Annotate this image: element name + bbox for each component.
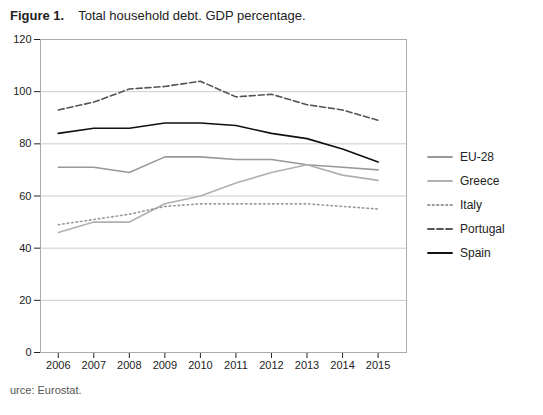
svg-text:80: 80 (19, 137, 31, 149)
svg-text:100: 100 (13, 85, 31, 97)
svg-text:120: 120 (13, 33, 31, 45)
svg-text:60: 60 (19, 190, 31, 202)
svg-text:20: 20 (19, 294, 31, 306)
html-text:Spain: Spain (460, 245, 491, 260)
svg-text:2015: 2015 (366, 359, 390, 371)
html-text:urce: Eurostat.: urce: Eurostat. (10, 384, 82, 396)
svg-text:2010: 2010 (188, 359, 212, 371)
svg-text:2009: 2009 (153, 359, 177, 371)
svg-text:2012: 2012 (259, 359, 283, 371)
svg-text:2007: 2007 (82, 359, 106, 371)
html-text:Italy: Italy (460, 197, 482, 212)
svg-text:2008: 2008 (117, 359, 141, 371)
html-text:Portugal: Portugal (460, 221, 505, 236)
svg-text:2014: 2014 (330, 359, 354, 371)
svg-text:2013: 2013 (295, 359, 319, 371)
svg-text:0: 0 (25, 346, 31, 358)
svg-text:2011: 2011 (224, 359, 248, 371)
html-text:Total household debt. GDP perc: Total household debt. GDP percentage. (78, 8, 306, 23)
html-text:Greece: Greece (460, 173, 500, 188)
html-text:EU-28: EU-28 (460, 149, 494, 164)
svg-text:40: 40 (19, 242, 31, 254)
html-text:Figure 1.: Figure 1. (10, 8, 65, 23)
svg-text:2006: 2006 (46, 359, 70, 371)
